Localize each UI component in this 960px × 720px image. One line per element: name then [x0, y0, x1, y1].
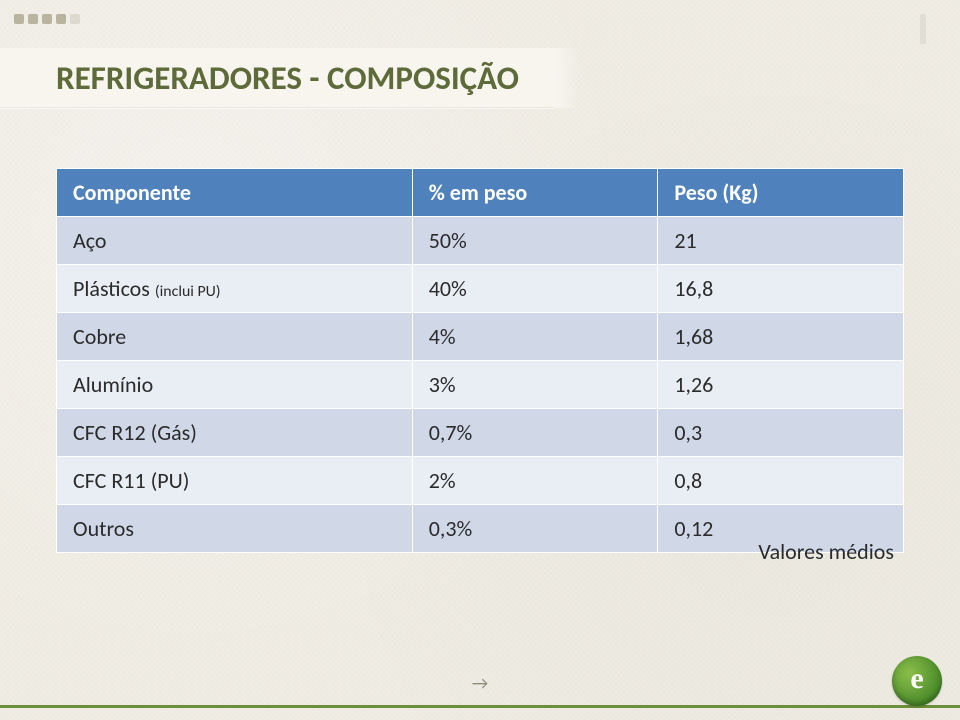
cell-weight: 1,68: [658, 313, 904, 361]
dot-icon: [42, 14, 52, 24]
dot-icon: [70, 14, 80, 24]
table-row: Alumínio 3% 1,26: [57, 361, 904, 409]
bottom-stripe: [0, 705, 960, 708]
cell-component: CFC R11 (PU): [57, 457, 413, 505]
composition-table: Componente % em peso Peso (Kg) Aço 50% 2…: [56, 168, 904, 553]
dot-icon: [14, 14, 24, 24]
table-row: Aço 50% 21: [57, 217, 904, 265]
cell-percent: 0,3%: [412, 505, 658, 553]
cell-percent: 4%: [412, 313, 658, 361]
decoration-mark: [920, 14, 926, 44]
dot-icon: [56, 14, 66, 24]
cell-component: Plásticos (inclui PU): [57, 265, 413, 313]
brand-logo: e: [892, 656, 942, 706]
table-row: CFC R12 (Gás) 0,7% 0,3: [57, 409, 904, 457]
cell-weight: 1,26: [658, 361, 904, 409]
cell-percent: 40%: [412, 265, 658, 313]
col-header-component: Componente: [57, 169, 413, 217]
cell-component: Alumínio: [57, 361, 413, 409]
table-row: CFC R11 (PU) 2% 0,8: [57, 457, 904, 505]
col-header-weight: Peso (Kg): [658, 169, 904, 217]
arrow-icon: →: [472, 672, 488, 694]
dot-icon: [28, 14, 38, 24]
table-row: Cobre 4% 1,68: [57, 313, 904, 361]
cell-weight: 16,8: [658, 265, 904, 313]
cell-component: CFC R12 (Gás): [57, 409, 413, 457]
cell-percent: 0,7%: [412, 409, 658, 457]
cell-weight: 0,8: [658, 457, 904, 505]
cell-percent: 2%: [412, 457, 658, 505]
col-header-percent: % em peso: [412, 169, 658, 217]
cell-component: Outros: [57, 505, 413, 553]
cell-component: Aço: [57, 217, 413, 265]
decoration-dots: [14, 14, 80, 24]
page-title: REFRIGERADORES - COMPOSIÇÃO: [56, 58, 519, 98]
cell-component: Cobre: [57, 313, 413, 361]
table-row: Plásticos (inclui PU) 40% 16,8: [57, 265, 904, 313]
title-banner: REFRIGERADORES - COMPOSIÇÃO: [0, 48, 555, 108]
cell-percent: 3%: [412, 361, 658, 409]
cell-weight: 0,3: [658, 409, 904, 457]
cell-weight: 21: [658, 217, 904, 265]
cell-percent: 50%: [412, 217, 658, 265]
brand-logo-letter: e: [910, 662, 923, 696]
footer-note: Valores médios: [758, 538, 894, 565]
table-header-row: Componente % em peso Peso (Kg): [57, 169, 904, 217]
